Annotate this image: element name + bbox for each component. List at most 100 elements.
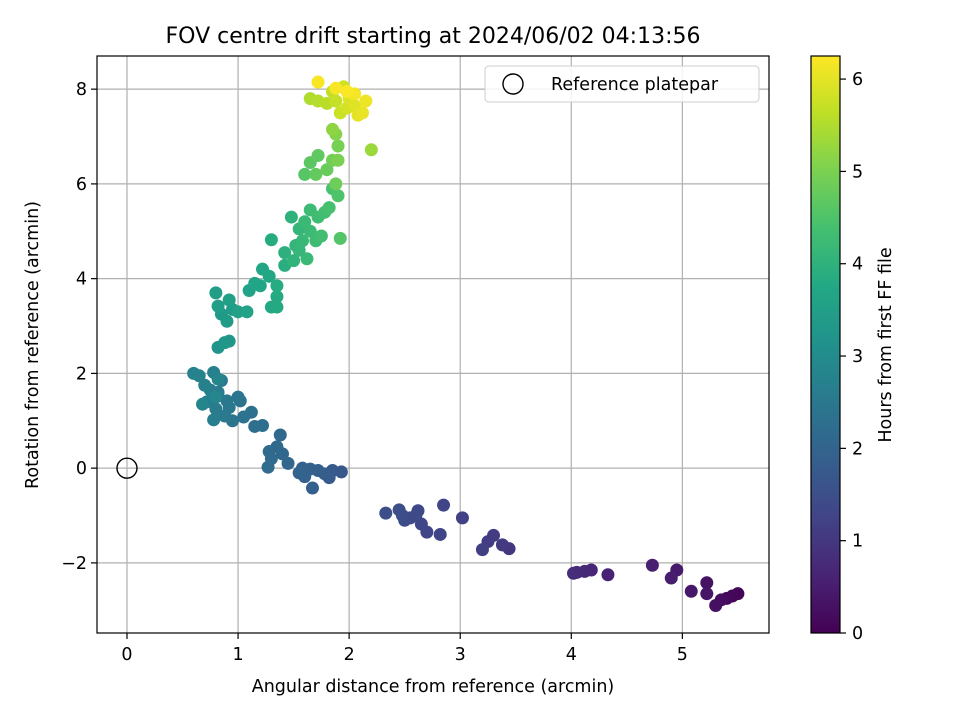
data-point bbox=[198, 378, 212, 392]
data-point bbox=[475, 543, 489, 557]
data-point bbox=[253, 279, 267, 293]
data-point bbox=[303, 224, 317, 238]
data-point bbox=[495, 538, 509, 552]
data-point bbox=[264, 233, 278, 247]
data-point bbox=[209, 402, 223, 416]
data-point bbox=[684, 584, 698, 598]
data-point bbox=[222, 334, 236, 348]
data-point bbox=[364, 143, 378, 157]
x-tick-label: 1 bbox=[232, 645, 243, 665]
data-point bbox=[218, 409, 232, 423]
data-point bbox=[211, 372, 225, 386]
reference-marker-layer bbox=[116, 457, 138, 479]
data-point bbox=[220, 394, 234, 408]
colorbar-tick-label: 6 bbox=[852, 70, 863, 90]
data-point bbox=[433, 527, 447, 541]
data-point bbox=[207, 413, 221, 427]
x-axis-label: Angular distance from reference (arcmin) bbox=[252, 677, 615, 697]
data-point bbox=[292, 466, 306, 480]
data-point bbox=[314, 229, 328, 243]
data-point bbox=[320, 163, 334, 177]
x-tick-label: 3 bbox=[455, 645, 466, 665]
legend-box bbox=[484, 65, 760, 103]
data-point bbox=[331, 189, 345, 203]
data-point bbox=[231, 390, 245, 404]
data-points bbox=[187, 75, 745, 613]
data-point bbox=[329, 81, 343, 95]
y-axis-ticks: −2 0 2 4 6 8 bbox=[61, 80, 97, 574]
y-tick-label: 0 bbox=[76, 459, 87, 479]
data-point bbox=[325, 122, 339, 136]
data-point bbox=[355, 106, 369, 120]
data-point bbox=[311, 75, 325, 89]
data-point bbox=[340, 85, 354, 99]
data-point bbox=[273, 428, 287, 442]
data-point bbox=[220, 314, 234, 328]
data-point bbox=[700, 587, 714, 601]
data-point bbox=[187, 366, 201, 380]
data-point bbox=[287, 254, 301, 268]
legend-marker-icon bbox=[502, 73, 524, 95]
data-point bbox=[700, 576, 714, 590]
colorbar-tick-label: 3 bbox=[852, 347, 863, 367]
data-point bbox=[231, 305, 245, 319]
colorbar-tick-label: 2 bbox=[852, 439, 863, 459]
grid bbox=[97, 56, 769, 633]
data-point bbox=[331, 139, 345, 153]
y-tick-label: −2 bbox=[61, 554, 87, 574]
data-point bbox=[284, 210, 298, 224]
data-point bbox=[379, 506, 393, 520]
plot-area: 0 1 2 3 4 5 −2 0 2 4 6 8 bbox=[61, 55, 770, 665]
data-point bbox=[211, 299, 225, 313]
plot-frame bbox=[96, 55, 770, 634]
data-point bbox=[601, 568, 615, 582]
colorbar-tick-label: 0 bbox=[852, 624, 863, 644]
data-point bbox=[333, 231, 347, 245]
y-tick-label: 6 bbox=[76, 175, 87, 195]
x-tick-label: 5 bbox=[677, 645, 688, 665]
data-point bbox=[645, 558, 659, 572]
x-axis-ticks: 0 1 2 3 4 5 bbox=[121, 633, 688, 665]
data-point bbox=[709, 599, 723, 613]
data-point bbox=[300, 252, 314, 266]
data-point bbox=[298, 215, 312, 229]
data-point bbox=[664, 571, 678, 585]
x-tick-label: 2 bbox=[344, 645, 355, 665]
y-tick-label: 4 bbox=[76, 270, 87, 290]
x-tick-label: 0 bbox=[121, 645, 132, 665]
data-point bbox=[392, 503, 406, 517]
data-point bbox=[261, 460, 275, 474]
data-point bbox=[567, 566, 581, 580]
data-point bbox=[196, 397, 210, 411]
data-point bbox=[222, 293, 236, 307]
y-tick-label: 2 bbox=[76, 364, 87, 384]
data-point bbox=[305, 481, 319, 495]
colorbar-tick-label: 4 bbox=[852, 255, 863, 275]
colorbar: 0 1 2 3 4 5 6 Hours from first FF file bbox=[810, 55, 896, 644]
colorbar-ticks: 0 1 2 3 4 5 6 bbox=[840, 70, 863, 644]
data-point bbox=[295, 234, 309, 248]
data-point bbox=[331, 153, 345, 167]
data-point bbox=[209, 390, 223, 404]
reference-platepar-marker bbox=[116, 457, 138, 479]
data-point bbox=[270, 300, 284, 314]
data-point bbox=[278, 246, 292, 260]
data-point bbox=[270, 279, 284, 293]
colorbar-gradient bbox=[810, 55, 841, 634]
x-tick-label: 4 bbox=[566, 645, 577, 665]
chart-title: FOV centre drift starting at 2024/06/02 … bbox=[166, 24, 701, 49]
y-tick-label: 8 bbox=[76, 80, 87, 100]
data-point bbox=[329, 177, 343, 191]
data-point bbox=[437, 498, 451, 512]
data-point bbox=[262, 445, 276, 459]
data-point bbox=[262, 269, 276, 283]
data-point bbox=[237, 410, 251, 424]
data-point bbox=[311, 148, 325, 162]
data-point bbox=[455, 511, 469, 525]
data-point bbox=[298, 167, 312, 181]
data-point bbox=[270, 290, 284, 304]
data-point bbox=[359, 94, 373, 108]
legend: Reference platepar bbox=[484, 65, 760, 103]
legend-entry-reference-platepar: Reference platepar bbox=[551, 75, 719, 95]
